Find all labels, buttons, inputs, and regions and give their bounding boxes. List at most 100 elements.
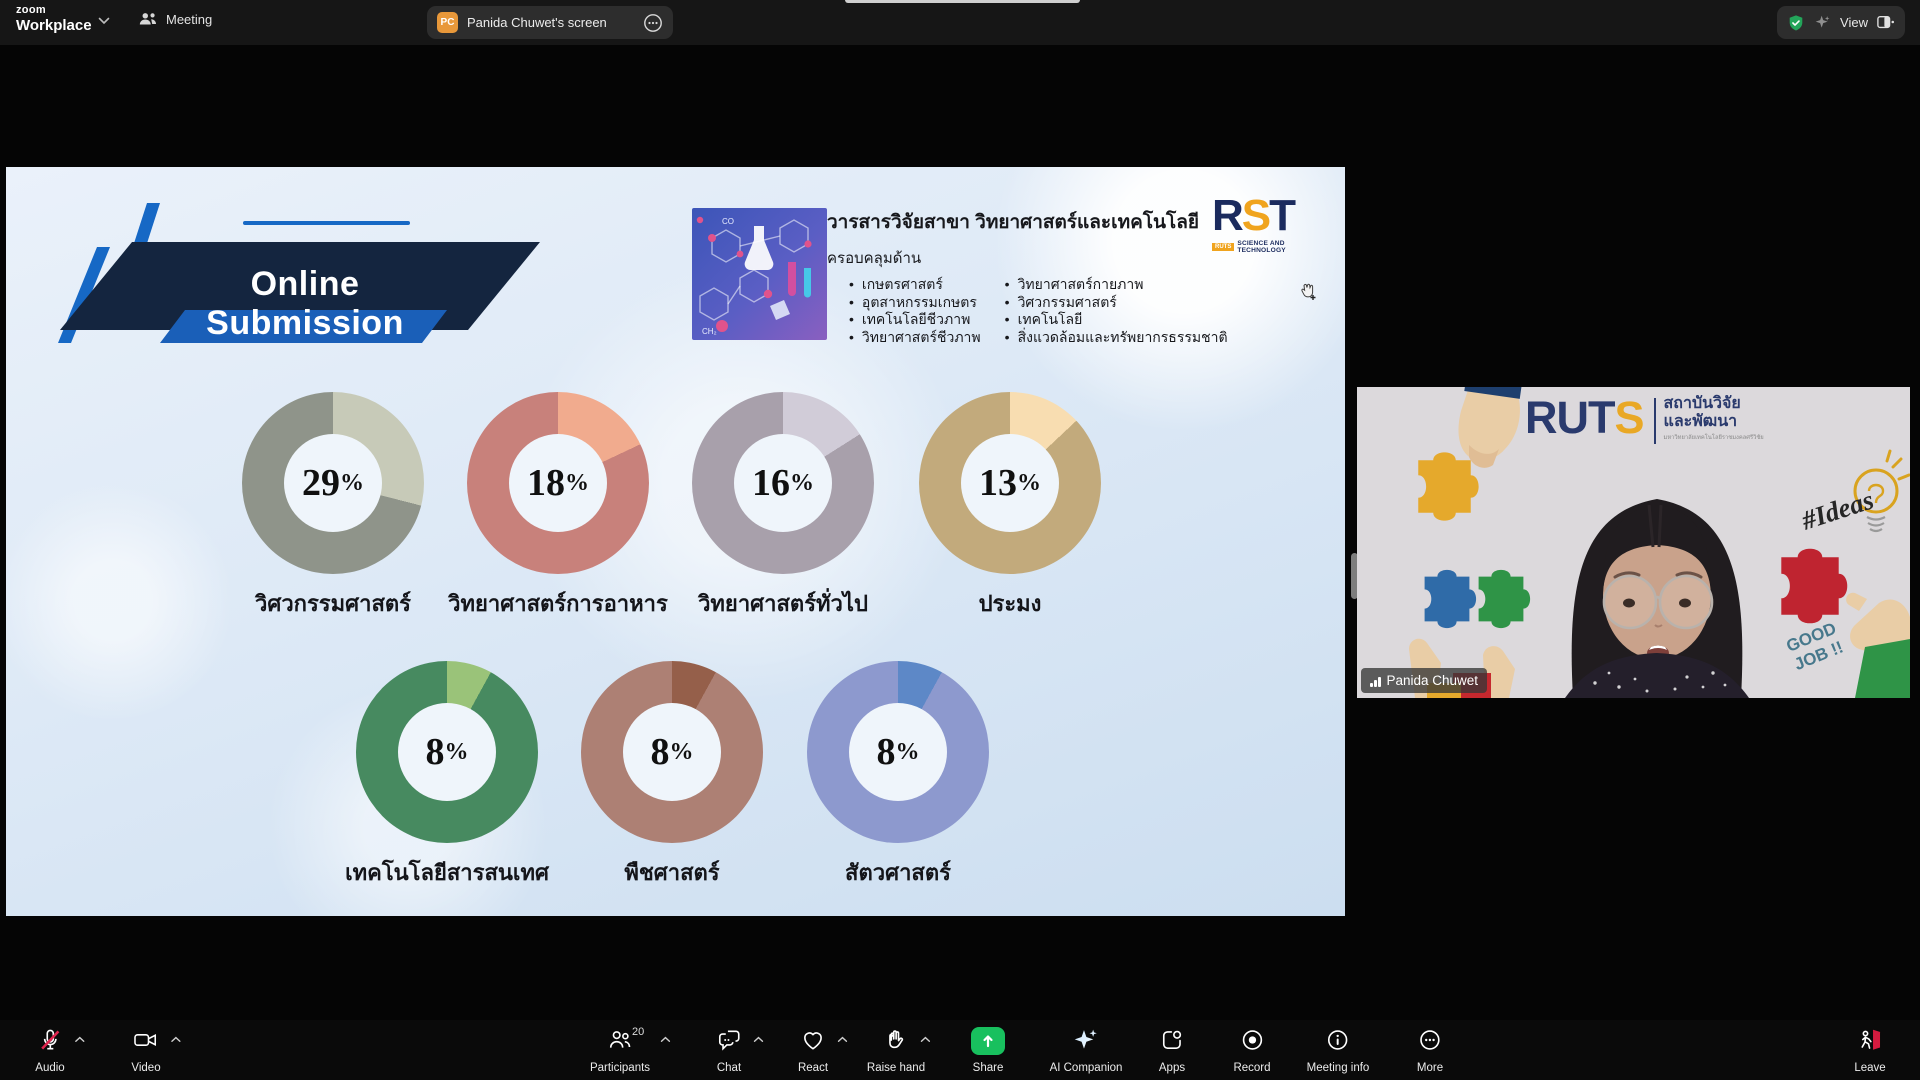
audio-signal-icon	[1370, 675, 1381, 687]
top-notch	[845, 0, 1080, 3]
heart-icon	[804, 1032, 822, 1050]
donut-label: เทคโนโลยีสารสนเทศ	[345, 860, 549, 885]
virtual-background-art	[1357, 387, 1910, 698]
chat-options-chevron-icon[interactable]	[753, 1036, 764, 1043]
video-camera-icon	[134, 1034, 157, 1046]
journal-bullets-left: เกษตรศาสตร์ อุตสาหกรรมเกษตร เทคโนโลยีชีว…	[849, 276, 981, 346]
record-button[interactable]: Record	[1233, 1020, 1271, 1080]
donut-value: 29%	[302, 462, 364, 504]
meeting-toolbar: Audio Video 20 Participants	[0, 1020, 1920, 1080]
donut-hole	[734, 434, 832, 532]
top-bar: zoom Workplace Meeting PC Panida Chuwet'…	[0, 0, 1920, 45]
leave-label: Leave	[1854, 1062, 1886, 1074]
donut-value: 18%	[527, 462, 589, 504]
donut-chart-animal-science: 8% สัตวศาสตร์	[807, 661, 989, 885]
chat-icon	[718, 1030, 740, 1051]
donut-ring: 8%	[581, 661, 763, 843]
raise-hand-options-chevron-icon[interactable]	[920, 1036, 931, 1043]
view-label: View	[1840, 15, 1868, 30]
donut-chart-plant-science: 8% พืชศาสตร์	[581, 661, 763, 885]
tab-meeting-label: Meeting	[166, 11, 213, 27]
institute-line2: และพัฒนา	[1663, 413, 1738, 431]
more-button[interactable]: More	[1417, 1020, 1443, 1080]
apps-icon	[1163, 1030, 1182, 1049]
raise-hand-label: Raise hand	[866, 1062, 926, 1074]
donut-label: พืชศาสตร์	[624, 860, 720, 885]
react-options-chevron-icon[interactable]	[837, 1036, 848, 1043]
donut-hole	[398, 703, 496, 801]
share-screen-icon	[971, 1027, 1005, 1055]
audio-options-chevron-icon[interactable]	[74, 1036, 85, 1043]
donut-chart-food-science: 18% วิทยาศาสตร์การอาหาร	[448, 392, 668, 616]
donut-ring: 8%	[807, 661, 989, 843]
donut-hole	[509, 434, 607, 532]
meeting-info-label: Meeting info	[1306, 1062, 1370, 1074]
bullet-item: วิทยาศาสตร์กายภาพ	[1005, 276, 1228, 294]
donut-label: วิทยาศาสตร์การอาหาร	[448, 591, 668, 616]
ai-companion-icon	[1074, 1029, 1097, 1049]
security-shield-icon[interactable]	[1787, 14, 1805, 32]
ruts-logo-s: S	[1614, 392, 1644, 443]
donut-ring: 8%	[356, 661, 538, 843]
rst-caption: SCIENCE AND TECHNOLOGY	[1237, 240, 1286, 254]
donut-chart-engineering: 29% วิศวกรรมศาสตร์	[242, 392, 424, 616]
panel-resize-handle[interactable]	[1351, 553, 1358, 599]
ai-companion-label: AI Companion	[1049, 1062, 1123, 1074]
tab-meeting[interactable]: Meeting	[138, 10, 212, 28]
meeting-info-button[interactable]: Meeting info	[1306, 1020, 1370, 1080]
tab-options-icon[interactable]	[643, 13, 663, 33]
view-control[interactable]: View	[1777, 6, 1905, 39]
participants-options-chevron-icon[interactable]	[660, 1036, 671, 1043]
institute-line3: มหาวิทยาลัยเทคโนโลยีราชมงคลศรีวิชัย	[1663, 434, 1764, 441]
participants-button[interactable]: 20 Participants	[590, 1020, 671, 1080]
donut-label: สัตวศาสตร์	[845, 860, 951, 885]
bullet-item: วิศวกรรมศาสตร์	[1005, 294, 1228, 312]
donut-chart-general-science: 16% วิทยาศาสตร์ทั่วไป	[692, 392, 874, 616]
more-icon	[1420, 1030, 1440, 1050]
audio-button[interactable]: Audio	[35, 1020, 85, 1080]
tab-shared-screen[interactable]: PC Panida Chuwet's screen	[427, 6, 673, 39]
people-icon	[139, 13, 156, 25]
share-button[interactable]: Share	[971, 1020, 1005, 1080]
chat-button[interactable]: Chat	[716, 1020, 764, 1080]
react-button[interactable]: React	[797, 1020, 848, 1080]
rst-badge: RUTS	[1212, 243, 1235, 251]
video-options-chevron-icon[interactable]	[170, 1036, 181, 1043]
bullet-item: เกษตรศาสตร์	[849, 276, 981, 294]
slide-title: Online Submission	[206, 265, 404, 342]
audio-label: Audio	[35, 1062, 65, 1074]
ruts-logo-main: RUT	[1525, 392, 1615, 443]
ai-sparkle-small-icon[interactable]	[1814, 14, 1831, 31]
apps-button[interactable]: Apps	[1159, 1020, 1185, 1080]
react-label: React	[797, 1062, 829, 1074]
journal-heading: วารสารวิจัยสาขา วิทยาศาสตร์และเทคโนโลยี	[827, 212, 1200, 233]
donut-ring: 16%	[692, 392, 874, 574]
donut-hole	[623, 703, 721, 801]
rst-logo: RST RUTS SCIENCE AND TECHNOLOGY	[1212, 194, 1324, 254]
participants-count-badge: 20	[632, 1026, 645, 1038]
apps-label: Apps	[1158, 1062, 1186, 1074]
video-button[interactable]: Video	[131, 1020, 181, 1080]
zoom-workplace-logo: zoom Workplace	[16, 4, 92, 34]
journal-description: วารสารวิจัยสาขา วิทยาศาสตร์และเทคโนโลยี …	[827, 207, 1247, 346]
donut-chart-information-technology: 8% เทคโนโลยีสารสนเทศ	[345, 661, 549, 885]
brand-zoom: zoom	[16, 4, 46, 16]
video-label: Video	[131, 1062, 161, 1074]
donut-label: ประมง	[978, 591, 1042, 616]
raise-hand-button[interactable]: Raise hand	[866, 1020, 931, 1080]
title-banner-graphic	[58, 203, 540, 343]
donut-label: วิศวกรรมศาสตร์	[255, 591, 411, 616]
journal-bullets-right: วิทยาศาสตร์กายภาพ วิศวกรรมศาสตร์ เทคโนโล…	[1005, 276, 1228, 346]
leave-button[interactable]: Leave	[1854, 1020, 1886, 1080]
more-label: More	[1416, 1062, 1444, 1074]
donut-value: 13%	[979, 462, 1041, 504]
donut-ring: 18%	[467, 392, 649, 574]
screen-share-badge: PC	[437, 12, 458, 33]
chevron-down-icon[interactable]	[98, 17, 110, 25]
ai-companion-button[interactable]: AI Companion	[1049, 1020, 1123, 1080]
participant-video[interactable]: RUT S สถาบันวิจัย และพัฒนา มหาวิทยาลัยเท…	[1357, 387, 1910, 698]
bullet-item: วิทยาศาสตร์ชีวภาพ	[849, 329, 981, 347]
participants-icon	[609, 1031, 631, 1048]
participant-name-tag: Panida Chuwet	[1361, 668, 1488, 693]
